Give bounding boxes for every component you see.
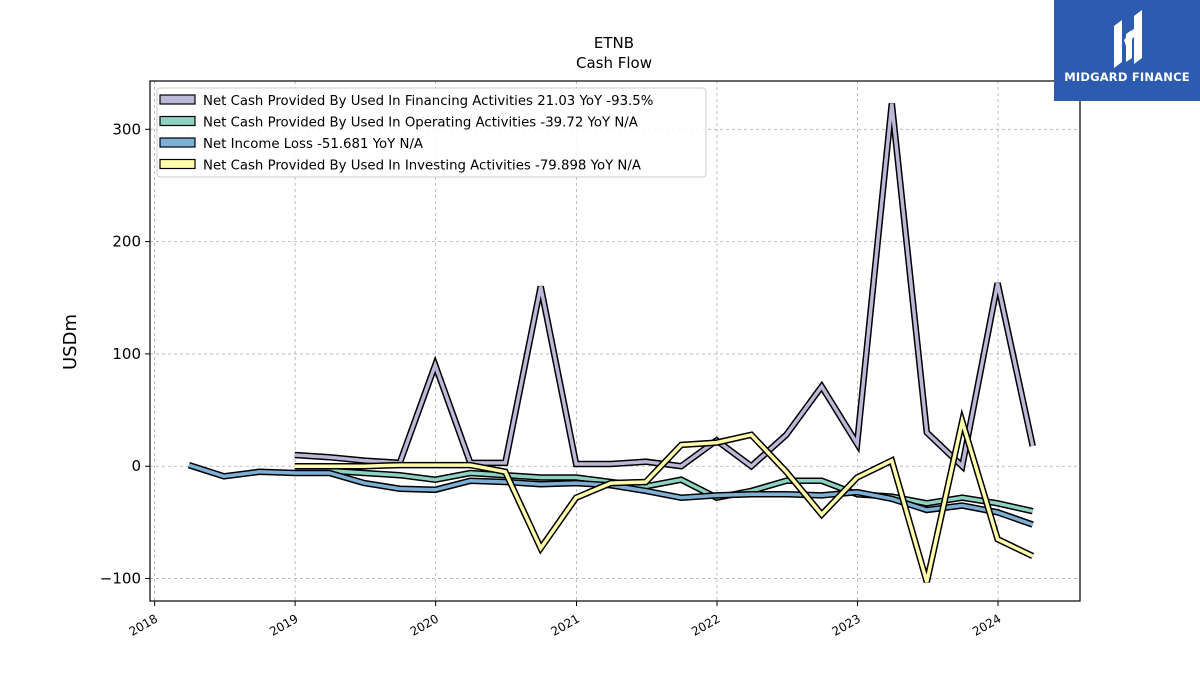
legend-label: Net Cash Provided By Used In Operating A… [203, 116, 638, 131]
plot-frame [149, 80, 1081, 602]
legend-box [156, 87, 707, 178]
x-tick-label: 2022 [689, 611, 722, 638]
y-tick-label: 100 [112, 345, 141, 363]
series-layer [187, 103, 1036, 583]
x-tick-label: 2023 [830, 611, 863, 638]
y-tick-label: 0 [131, 457, 141, 475]
y-axis: −100 0 100 200 300 [100, 120, 150, 588]
y-tick-label: 200 [112, 233, 141, 251]
legend-swatch [159, 115, 196, 127]
legend-label: Net Cash Provided By Used In Investing A… [203, 159, 641, 174]
legend-swatch [159, 158, 196, 170]
x-tick-label: 2021 [549, 611, 582, 638]
x-tick-label: 2019 [267, 611, 300, 638]
midgard-finance-logo: MIDGARD FINANCE [1054, 0, 1200, 101]
legend: Net Cash Provided By Used In Financing A… [156, 87, 707, 178]
y-axis-label: USDm [60, 314, 81, 370]
logo-text: MIDGARD FINANCE [1064, 70, 1190, 84]
x-axis: 2018 2019 2020 2021 2022 2023 2024 [127, 601, 1004, 639]
series-2 [294, 466, 1034, 515]
chart-title: ETNB [594, 34, 634, 52]
series-4 [294, 408, 1035, 583]
legend-label: Net Cash Provided By Used In Financing A… [203, 94, 653, 109]
chart-subtitle: Cash Flow [576, 54, 652, 72]
x-tick-label: 2018 [127, 611, 160, 638]
series-line [294, 467, 1034, 513]
series-line [294, 414, 1034, 583]
x-tick-label: 2024 [970, 611, 1003, 638]
logo-mark-icon [1114, 10, 1142, 68]
y-tick-label: −100 [100, 570, 141, 588]
y-tick-label: 300 [112, 120, 141, 138]
legend-swatch [159, 94, 196, 105]
legend-label: Net Income Loss -51.681 YoY N/A [203, 137, 423, 152]
x-tick-label: 2020 [408, 611, 441, 638]
legend-swatch [159, 137, 196, 148]
